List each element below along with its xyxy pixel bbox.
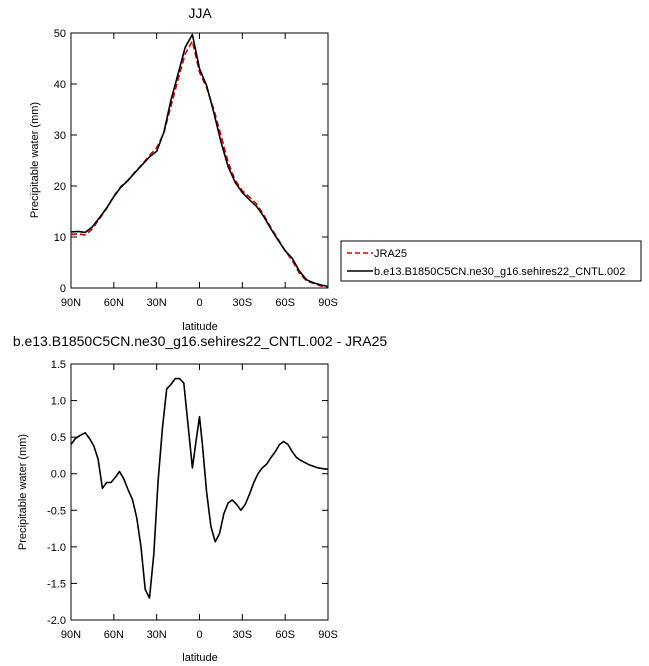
bottom-plot-frame [70, 363, 329, 621]
bottom-x-tick-label: 90N [61, 629, 81, 641]
legend-label-model: b.e13.B1850C5CN.ne30_g16.sehires22_CNTL.… [374, 266, 625, 278]
top-x-axis-label: latitude [182, 321, 217, 333]
top-y-tick-label: 20 [54, 181, 66, 193]
bottom-panel: b.e13.B1850C5CN.ne30_g16.sehires22_CNTL.… [13, 333, 388, 664]
bottom-x-tick-label: 60N [104, 629, 124, 641]
bottom-x-tick-label: 60S [275, 629, 295, 641]
bottom-y-tick-label: 1.0 [51, 396, 66, 408]
legend-label-jra25: JRA25 [374, 248, 407, 260]
top-x-tick-label: 0 [196, 297, 202, 309]
top-x-tick-label: 30N [147, 297, 167, 309]
top-x-tick-label: 90N [61, 297, 81, 309]
bottom-y-tick-label: -2.0 [47, 615, 66, 627]
top-y-axis-label: Precipitable water (mm) [29, 102, 41, 218]
top-y-tick-label: 30 [54, 130, 66, 142]
bottom-y-tick-label: 0.0 [51, 469, 66, 481]
top-y-tick-label: 50 [54, 28, 66, 40]
top-y-tick-label: 10 [54, 232, 66, 244]
bottom-x-tick-label: 0 [196, 629, 202, 641]
bottom-y-tick-label: -0.5 [47, 505, 66, 517]
bottom-y-tick-label: -1.0 [47, 542, 66, 554]
bottom-y-tick-label: 0.5 [51, 432, 66, 444]
bottom-y-tick-label: -1.5 [47, 578, 66, 590]
legend-box [340, 240, 642, 282]
top-series-line-jra25 [70, 40, 329, 288]
bottom-plot-area: -2.0 -1.5 -1.0 -0.5 0.0 0.5 1.0 1.5 90N 60N 30N 0 30… [47, 359, 338, 641]
top-plot-area: 0 10 20 30 40 50 90N 60N 30N 0 30S 60S 90S [54, 28, 338, 309]
bottom-series-line-difference [70, 377, 329, 599]
top-chart-title: JJA [188, 5, 212, 21]
top-y-tick-label: 0 [60, 283, 66, 295]
legend: JRA25 b.e13.B1850C5CN.ne30_g16.sehires22… [340, 240, 642, 282]
top-series-line-b-e13-b1850c5cn-ne30-g16-sehir [70, 33, 329, 288]
top-x-tick-label: 90S [318, 297, 338, 309]
top-panel: JJA latitude Precipitable water (mm) 0 10… [29, 5, 642, 333]
bottom-x-tick-label: 30S [233, 629, 253, 641]
top-x-tick-label: 60S [275, 297, 295, 309]
bottom-chart-title: b.e13.B1850C5CN.ne30_g16.sehires22_CNTL.… [13, 333, 388, 349]
bottom-x-tick-label: 30N [147, 629, 167, 641]
bottom-x-tick-label: 90S [318, 629, 338, 641]
bottom-x-axis-label: latitude [182, 652, 217, 664]
top-x-tick-label: 30S [233, 297, 253, 309]
bottom-y-tick-label: 1.5 [51, 359, 66, 371]
top-y-tick-label: 40 [54, 79, 66, 91]
bottom-y-axis-label: Precipitable water (mm) [17, 434, 29, 550]
top-x-tick-label: 60N [104, 297, 124, 309]
